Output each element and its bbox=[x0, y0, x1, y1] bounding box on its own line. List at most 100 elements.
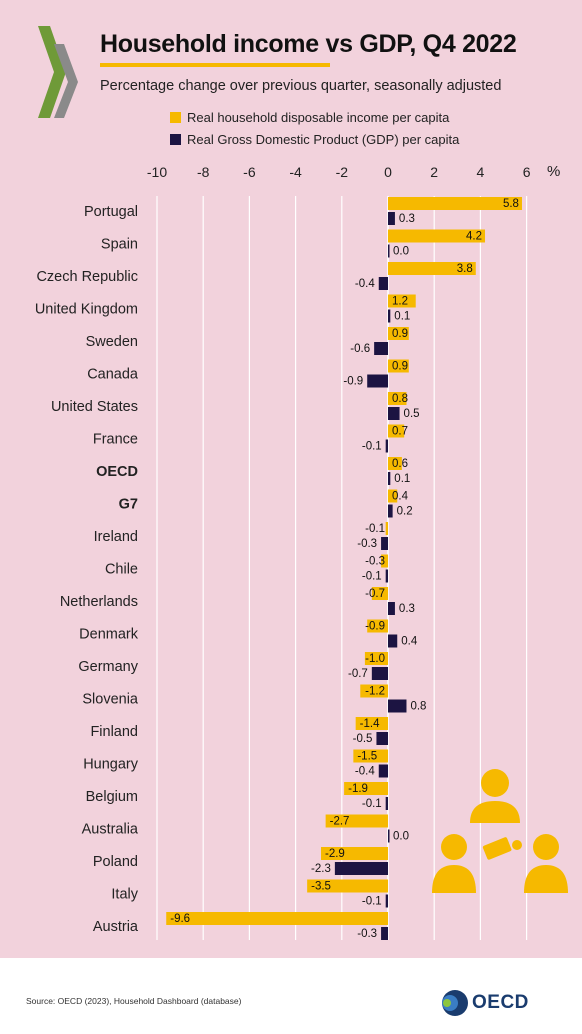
gdp-bar bbox=[388, 699, 407, 713]
income-bar bbox=[344, 782, 388, 795]
legend-item-gdp: Real Gross Domestic Product (GDP) per ca… bbox=[170, 132, 459, 147]
category-label: United Kingdom bbox=[35, 302, 138, 318]
income-bar bbox=[388, 327, 409, 340]
gdp-value-label: 0.2 bbox=[397, 506, 413, 518]
income-value-label: 0.8 bbox=[392, 393, 408, 405]
income-bar bbox=[307, 879, 388, 893]
income-bar bbox=[325, 814, 388, 828]
gdp-bar bbox=[388, 407, 400, 420]
category-label: Slovenia bbox=[82, 692, 139, 708]
gdp-value-label: -0.1 bbox=[362, 896, 382, 908]
income-value-label: -0.7 bbox=[365, 588, 385, 600]
gdp-value-label: -0.1 bbox=[362, 571, 382, 583]
chart-title: Household income vs GDP, Q4 2022 bbox=[100, 30, 517, 58]
gdp-value-label: 0.0 bbox=[393, 246, 409, 258]
income-bar bbox=[388, 489, 398, 503]
category-label: Australia bbox=[82, 822, 139, 838]
income-bar bbox=[388, 392, 407, 405]
gdp-bar bbox=[388, 504, 393, 518]
gdp-value-label: 0.1 bbox=[394, 473, 410, 485]
gdp-value-label: 0.3 bbox=[399, 213, 415, 225]
footer bbox=[0, 958, 582, 1034]
gdp-value-label: -0.1 bbox=[362, 441, 382, 453]
gdp-value-label: 0.5 bbox=[404, 408, 420, 420]
gdp-bar bbox=[371, 667, 388, 680]
x-tick-label: 6 bbox=[523, 164, 531, 180]
globe-icon bbox=[442, 990, 468, 1016]
oecd-logo: OECD bbox=[440, 988, 529, 1018]
income-value-label: -2.9 bbox=[325, 848, 345, 860]
category-label: Chile bbox=[105, 562, 138, 578]
unit-label: % bbox=[547, 163, 561, 180]
bar-chart: -10 -8 -6 -4 -2 0 2 4 6 Portugal 5.8 0.3 Spain 4.2 0.0… bbox=[35, 164, 531, 940]
income-value-label: 0.4 bbox=[392, 491, 409, 503]
gdp-bar bbox=[385, 569, 388, 583]
category-label: G7 bbox=[119, 497, 138, 513]
x-tick-label: 2 bbox=[430, 164, 438, 180]
gdp-bar bbox=[388, 634, 398, 648]
gdp-value-label: -0.3 bbox=[357, 928, 377, 940]
legend-swatch-gdp bbox=[170, 134, 181, 145]
category-label: Hungary bbox=[83, 757, 139, 773]
gdp-bar bbox=[388, 212, 395, 225]
category-label: Canada bbox=[87, 367, 139, 383]
gdp-value-label: 0.3 bbox=[399, 603, 415, 615]
x-tick-label: -2 bbox=[336, 164, 349, 180]
income-bar bbox=[388, 294, 416, 308]
category-label: Netherlands bbox=[60, 594, 138, 610]
gdp-bar bbox=[378, 277, 388, 290]
gdp-value-label: 0.1 bbox=[394, 311, 410, 323]
gdp-value-label: -0.5 bbox=[353, 733, 373, 745]
category-label: Denmark bbox=[79, 627, 139, 643]
gdp-bar bbox=[385, 894, 388, 908]
legend-swatch-income bbox=[170, 112, 181, 123]
category-label: Ireland bbox=[94, 529, 138, 545]
income-bar bbox=[385, 522, 388, 535]
income-bar bbox=[388, 457, 402, 470]
income-value-label: 3.8 bbox=[457, 263, 473, 275]
category-label: Poland bbox=[93, 854, 138, 870]
x-tick-label: -4 bbox=[289, 164, 302, 180]
income-bar bbox=[355, 717, 388, 730]
category-label: Austria bbox=[93, 919, 139, 935]
oecd-chevron-logo bbox=[38, 26, 78, 118]
income-bar bbox=[388, 229, 486, 243]
income-value-label: 0.7 bbox=[392, 426, 408, 438]
income-value-label: 0.9 bbox=[392, 328, 408, 340]
legend-label-gdp: Real Gross Domestic Product (GDP) per ca… bbox=[187, 132, 460, 147]
category-label: Germany bbox=[78, 659, 138, 675]
category-label: OECD bbox=[96, 464, 138, 480]
income-bar bbox=[353, 749, 388, 763]
chart-card bbox=[0, 0, 582, 958]
oecd-logo-text: OECD bbox=[472, 992, 529, 1013]
income-value-label: -0.3 bbox=[365, 556, 385, 568]
gdp-value-label: -0.1 bbox=[362, 798, 382, 810]
category-label: Portugal bbox=[84, 204, 138, 220]
category-label: Finland bbox=[90, 724, 138, 740]
income-bar bbox=[364, 652, 388, 665]
gdp-value-label: -0.6 bbox=[350, 343, 370, 355]
income-value-label: -3.5 bbox=[311, 881, 331, 893]
gdp-value-label: 0.0 bbox=[393, 831, 409, 843]
income-value-label: 1.2 bbox=[392, 296, 408, 308]
income-value-label: -0.1 bbox=[365, 523, 385, 535]
x-tick-label: -6 bbox=[243, 164, 256, 180]
legend-item-income: Real household disposable income per cap… bbox=[170, 110, 449, 125]
income-value-label: 0.9 bbox=[392, 361, 408, 373]
gdp-bar bbox=[376, 732, 388, 745]
income-bar bbox=[388, 359, 409, 373]
gdp-bar bbox=[388, 244, 390, 258]
income-value-label: -1.5 bbox=[357, 751, 377, 763]
category-label: France bbox=[93, 432, 138, 448]
chart-subtitle: Percentage change over previous quarter,… bbox=[100, 78, 502, 94]
gdp-bar bbox=[381, 537, 388, 550]
income-value-label: -0.9 bbox=[365, 621, 385, 633]
income-bar bbox=[388, 197, 522, 210]
income-value-label: 5.8 bbox=[503, 198, 519, 210]
gdp-bar bbox=[388, 829, 390, 843]
people-illustration-icon bbox=[432, 769, 568, 893]
income-value-label: -1.9 bbox=[348, 783, 368, 795]
category-label: Italy bbox=[111, 887, 138, 903]
income-value-label: -2.7 bbox=[330, 816, 350, 828]
gdp-bar bbox=[388, 472, 391, 485]
